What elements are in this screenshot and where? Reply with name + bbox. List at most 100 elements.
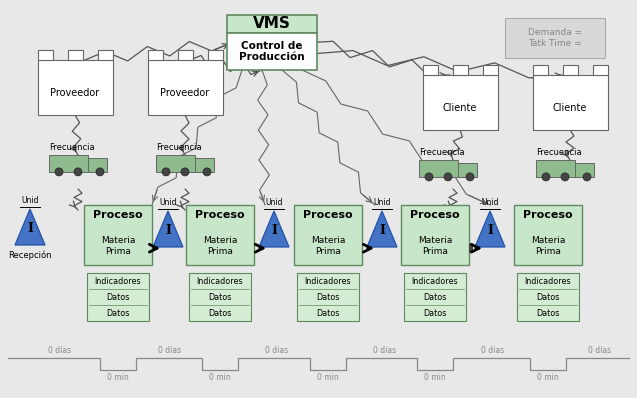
Bar [401,205,469,265]
Circle shape [181,168,189,176]
Bar [208,50,222,60]
Bar [294,205,362,265]
Bar [562,65,578,75]
Text: Datos: Datos [536,308,560,318]
Bar [452,65,468,75]
Text: Proveedor: Proveedor [50,88,99,98]
Text: Datos: Datos [106,308,130,318]
Text: Unid: Unid [21,196,39,205]
Text: Unid: Unid [265,198,283,207]
Text: Proceso: Proceso [195,210,245,220]
Circle shape [583,173,591,181]
Text: I: I [165,224,171,237]
Circle shape [55,168,63,176]
Bar [536,160,575,177]
Text: Cliente: Cliente [553,103,587,113]
Text: Unid: Unid [373,198,390,207]
Circle shape [561,173,569,181]
Bar [517,273,579,321]
Text: I: I [487,224,493,237]
Bar [89,158,107,172]
Bar [419,160,459,177]
Text: 0 min: 0 min [107,373,129,382]
Bar [514,205,582,265]
Text: Unid: Unid [159,198,176,207]
Text: Datos: Datos [424,308,447,318]
Text: 0 min: 0 min [424,373,446,382]
Text: Materia
Prima: Materia Prima [311,236,345,256]
Text: Datos: Datos [317,308,340,318]
Text: I: I [379,224,385,237]
Text: I: I [27,222,33,235]
Text: Proceso: Proceso [93,210,143,220]
Polygon shape [475,211,505,247]
Text: Datos: Datos [208,308,232,318]
Bar [178,50,192,60]
Bar [196,158,214,172]
Bar [469,244,473,252]
Text: VMS: VMS [253,16,291,31]
Polygon shape [15,209,45,245]
Bar [68,50,83,60]
Text: 0 días: 0 días [48,346,71,355]
Polygon shape [367,211,397,247]
Text: Materia
Prima: Materia Prima [531,236,565,256]
Text: Recepción: Recepción [8,251,52,261]
Text: 0 días: 0 días [159,346,182,355]
Circle shape [425,173,433,181]
Bar [38,60,113,115]
Text: I: I [271,224,277,237]
Bar [87,273,149,321]
Text: Control de
Producción: Control de Producción [239,41,305,62]
Text: 0 min: 0 min [209,373,231,382]
Bar [592,65,608,75]
Text: Datos: Datos [208,293,232,302]
Bar [148,60,222,115]
Text: Frecuencia: Frecuencia [419,148,465,157]
Bar [38,50,52,60]
Bar [505,18,605,58]
Text: Datos: Datos [106,293,130,302]
Text: Materia
Prima: Materia Prima [418,236,452,256]
Bar [97,50,113,60]
Bar [186,205,254,265]
Text: Indicadores: Indicadores [197,277,243,285]
Text: Datos: Datos [317,293,340,302]
Circle shape [542,173,550,181]
Bar [533,75,608,130]
Text: Materia
Prima: Materia Prima [101,236,135,256]
Circle shape [444,173,452,181]
Circle shape [203,168,211,176]
Text: Frecuencia: Frecuencia [157,143,202,152]
Bar [459,164,477,177]
Bar [533,65,547,75]
Bar [575,164,594,177]
Text: Unid: Unid [481,198,499,207]
Text: Datos: Datos [424,293,447,302]
Bar [227,15,317,33]
Circle shape [96,168,104,176]
Text: 0 días: 0 días [482,346,505,355]
Text: Cliente: Cliente [443,103,477,113]
Text: 0 min: 0 min [537,373,559,382]
Bar [227,33,317,70]
Text: Proceso: Proceso [410,210,460,220]
Text: 0 días: 0 días [589,346,612,355]
Text: Frecuencia: Frecuencia [536,148,582,157]
Text: 0 días: 0 días [266,346,289,355]
Text: Indicadores: Indicadores [95,277,141,285]
Bar [189,273,251,321]
Circle shape [74,168,82,176]
Circle shape [162,168,170,176]
Text: Proceso: Proceso [303,210,353,220]
Bar [422,75,497,130]
Text: Indicadores: Indicadores [304,277,352,285]
Text: 0 días: 0 días [373,346,397,355]
Text: Demanda =
Tatk Time =: Demanda = Tatk Time = [528,28,582,48]
Bar [148,50,162,60]
Bar [84,205,152,265]
Text: Materia
Prima: Materia Prima [203,236,237,256]
Text: Proveedor: Proveedor [161,88,210,98]
Text: Indicadores: Indicadores [525,277,571,285]
Polygon shape [259,211,289,247]
